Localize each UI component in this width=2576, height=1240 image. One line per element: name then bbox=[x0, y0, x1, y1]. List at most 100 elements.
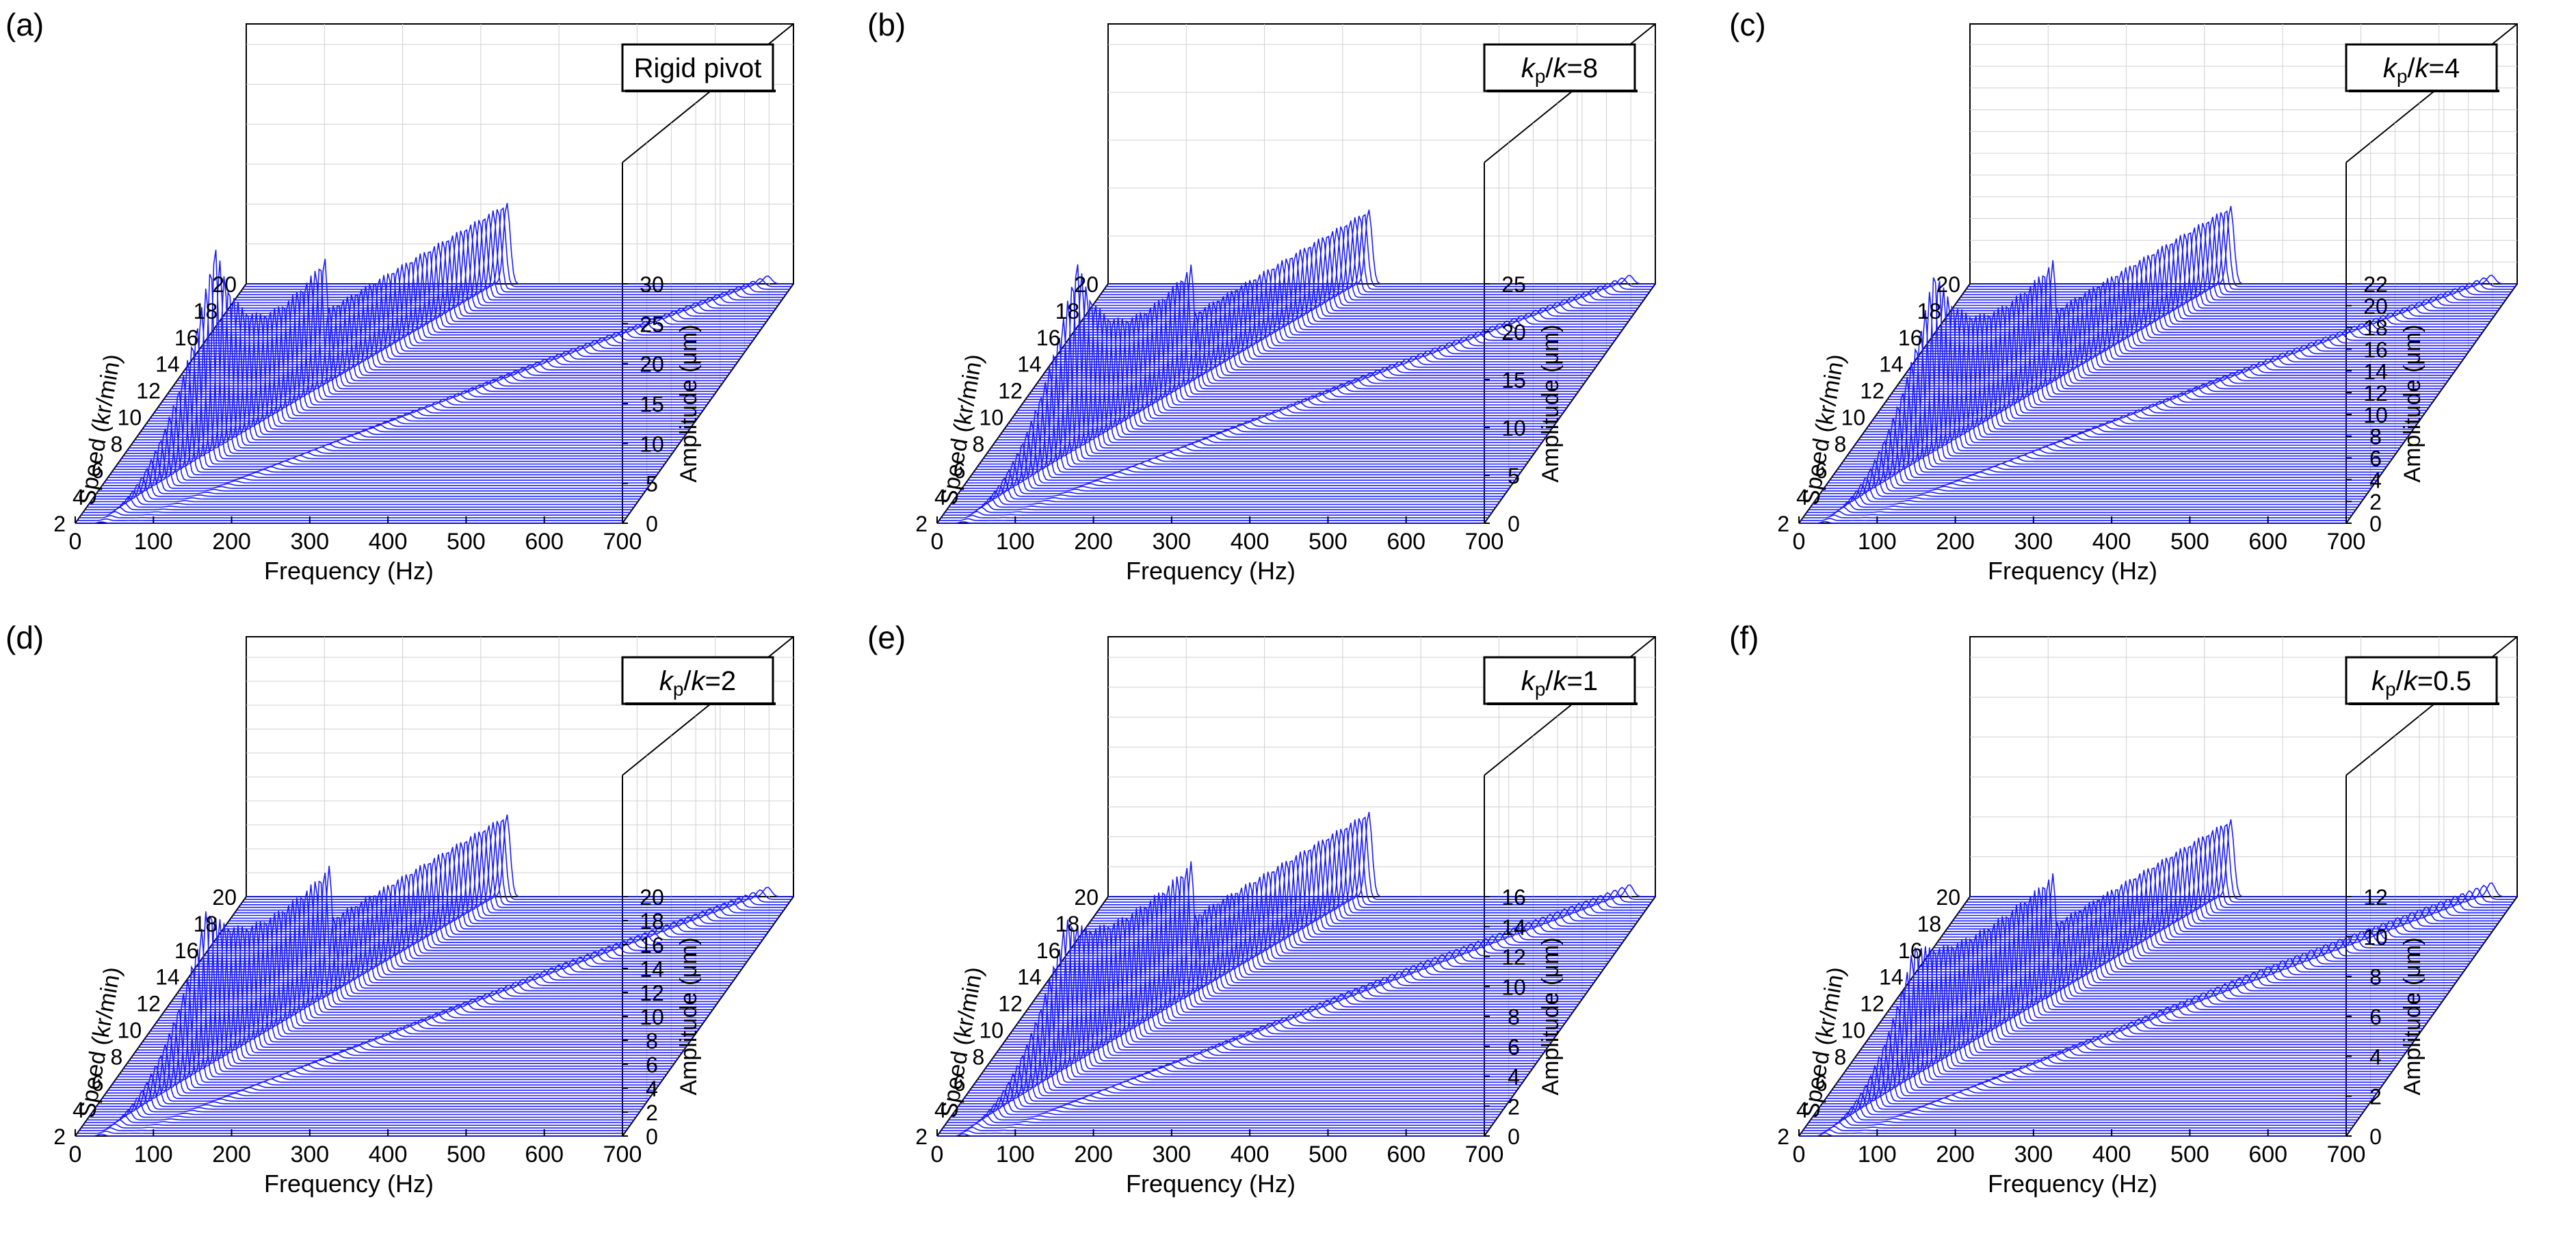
spectrum-line bbox=[175, 305, 723, 384]
spectrum-line bbox=[975, 965, 1523, 1083]
spectrum-line bbox=[966, 1032, 1514, 1096]
spectrum-line bbox=[962, 1054, 1510, 1102]
spectrum-line bbox=[1102, 217, 1650, 293]
legend-frame bbox=[621, 656, 774, 705]
z-tick-label: 2 bbox=[2369, 490, 2382, 514]
z-tick-label: 25 bbox=[1501, 272, 1526, 297]
spectrum-line bbox=[1050, 893, 1598, 978]
legend-box: kp/k=4 bbox=[2345, 43, 2499, 92]
z-tick-label: 20 bbox=[2363, 294, 2388, 319]
z-tick-label: 10 bbox=[640, 432, 664, 456]
spectrum-line bbox=[956, 1081, 1504, 1110]
z-tick-label: 6 bbox=[1508, 1035, 1520, 1059]
x-tick-label: 300 bbox=[2014, 1142, 2053, 1168]
x-tick-label: 200 bbox=[212, 529, 251, 555]
spectrum-line bbox=[75, 1133, 622, 1137]
waterfall-lines bbox=[75, 202, 793, 524]
y-tick-label: 8 bbox=[973, 432, 985, 456]
spectrum-line bbox=[967, 410, 1515, 481]
spectrum-line bbox=[1094, 228, 1642, 304]
y-tick-label: 18 bbox=[1917, 912, 1942, 936]
spectrum-line bbox=[123, 250, 671, 457]
spectrum-line bbox=[1047, 898, 1594, 984]
y-tick-label: 6 bbox=[92, 458, 104, 483]
spectrum-line bbox=[81, 1123, 629, 1129]
z-tick-label: 12 bbox=[2363, 885, 2388, 910]
spectrum-line bbox=[969, 397, 1517, 478]
y-tick-label: 2 bbox=[915, 1124, 928, 1149]
spectrum-line bbox=[238, 825, 786, 908]
spectrum-line bbox=[1941, 859, 2488, 938]
spectrum-line bbox=[1038, 306, 1586, 382]
x-tick-label: 500 bbox=[1309, 529, 1348, 555]
spectrum-line bbox=[1933, 256, 2481, 336]
spectrum-line bbox=[960, 1064, 1508, 1105]
spectrum-line bbox=[1835, 955, 2383, 1086]
spectrum-line bbox=[1802, 514, 2350, 518]
spectrum-line bbox=[171, 307, 719, 390]
spectrum-line bbox=[215, 246, 763, 328]
spectrum-line bbox=[1819, 458, 2367, 494]
spectrum-line bbox=[1031, 868, 1579, 1005]
z-tick-label: 12 bbox=[1501, 945, 1526, 970]
y-tick-label: 16 bbox=[1898, 326, 1923, 350]
spectrum-line bbox=[1949, 848, 2497, 927]
spectrum-line bbox=[90, 484, 638, 503]
spectrum-line bbox=[114, 345, 661, 471]
spectrum-line bbox=[1864, 929, 2412, 1046]
z-axis-label: Amplitude (μm) bbox=[676, 937, 702, 1095]
spectrum-line bbox=[1895, 260, 2443, 390]
x-tick-label: 0 bbox=[69, 529, 82, 555]
x-axis-label: Frequency (Hz) bbox=[264, 1170, 434, 1198]
spectrum-line bbox=[1826, 1031, 2374, 1099]
spectrum-line bbox=[1000, 319, 1548, 435]
spectrum-line bbox=[1092, 833, 1640, 919]
spectrum-line bbox=[1799, 520, 2346, 524]
legend-text: kp/k=8 bbox=[1521, 53, 1598, 87]
spectrum-line bbox=[941, 514, 1488, 518]
x-tick-label: 700 bbox=[2327, 1142, 2366, 1168]
spectrum-line bbox=[1866, 927, 2414, 1043]
spectrum-line bbox=[1104, 215, 1652, 290]
y-tick-label: 14 bbox=[155, 965, 180, 990]
z-tick-label: 10 bbox=[2363, 403, 2388, 427]
z-tick-label: 22 bbox=[2363, 272, 2388, 297]
z-tick-label: 5 bbox=[1508, 464, 1520, 488]
spectrum-line bbox=[194, 886, 742, 970]
spectrum-line bbox=[1880, 295, 2427, 411]
spectrum-line bbox=[1077, 252, 1625, 328]
spectrum-line bbox=[152, 306, 700, 417]
x-tick-label: 400 bbox=[1231, 1142, 1270, 1168]
z-tick-label: 0 bbox=[2369, 1124, 2382, 1149]
spectrum-line bbox=[1822, 451, 2369, 492]
spectrum-line bbox=[206, 261, 753, 341]
spectrum-line bbox=[86, 1109, 634, 1121]
legend-box: kp/k=8 bbox=[1483, 43, 1638, 92]
waterfall-lines bbox=[937, 812, 1655, 1137]
spectrum-line bbox=[1002, 918, 1550, 1046]
spectrum-line bbox=[125, 919, 672, 1067]
z-tick-label: 16 bbox=[640, 933, 664, 958]
spectrum-line bbox=[958, 1072, 1506, 1107]
spectrum-line bbox=[1108, 812, 1655, 897]
spectrum-line bbox=[79, 1127, 627, 1131]
panel-label: (b) bbox=[867, 7, 906, 42]
spectrum-line bbox=[1895, 873, 2443, 1003]
y-tick-label: 18 bbox=[194, 912, 218, 936]
y-tick-label: 12 bbox=[136, 992, 161, 1016]
spectrum-line bbox=[1847, 948, 2395, 1070]
spectrum-line bbox=[979, 318, 1527, 465]
spectrum-line bbox=[1826, 429, 2374, 486]
spectrum-line bbox=[117, 307, 665, 465]
y-tick-label: 16 bbox=[1898, 938, 1923, 963]
spectrum-line bbox=[979, 929, 1527, 1078]
y-tick-label: 20 bbox=[1074, 885, 1099, 910]
spectrum-line bbox=[1037, 311, 1585, 384]
spectrum-line bbox=[958, 460, 1506, 494]
z-tick-label: 6 bbox=[2369, 447, 2382, 471]
spectrum-line bbox=[75, 521, 622, 524]
spectrum-line bbox=[948, 497, 1496, 508]
spectrum-line bbox=[167, 880, 715, 1007]
